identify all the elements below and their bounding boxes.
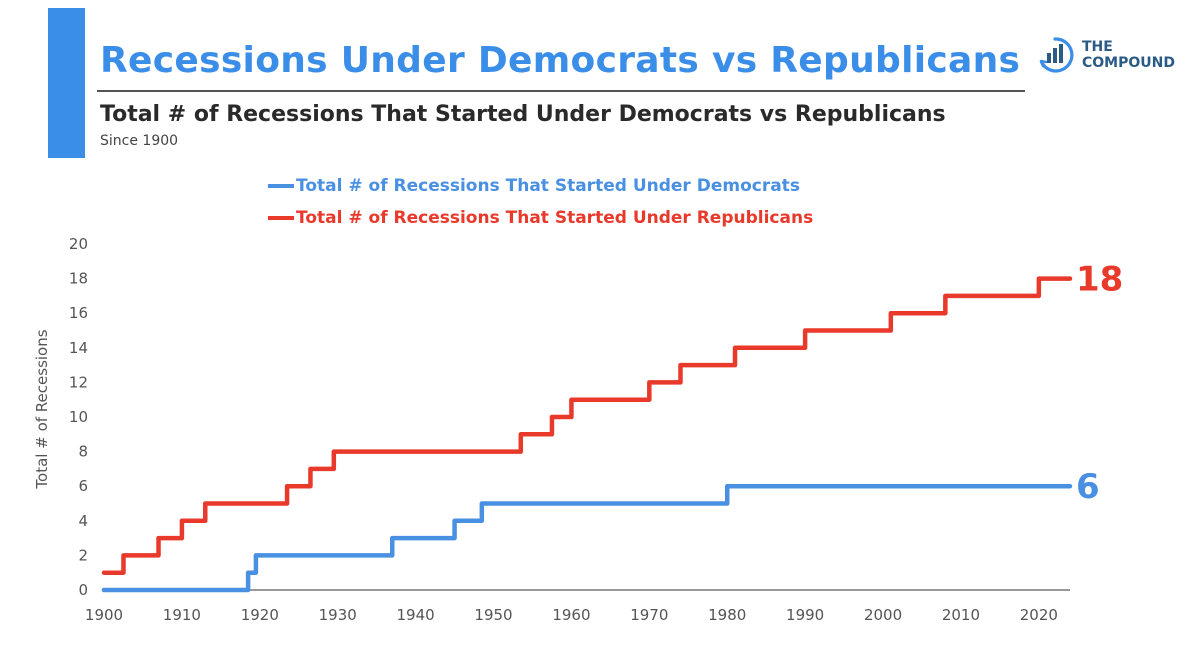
y-tick-label: 10 [69,408,88,426]
header-accent-bar [48,8,85,158]
legend-swatch-republicans [268,216,294,220]
x-tick-label: 2000 [864,606,902,624]
x-tick-label: 2020 [1020,606,1058,624]
y-tick-label: 0 [78,581,88,599]
x-tick-label: 1910 [163,606,201,624]
page-title: Recessions Under Democrats vs Republican… [100,40,1021,81]
legend-swatch-democrats [268,184,294,188]
y-tick-label: 2 [78,546,88,564]
y-tick-label: 16 [69,304,88,322]
end-value-label-democrats: 6 [1076,467,1100,507]
x-tick-label: 1970 [630,606,668,624]
legend-label-democrats: Total # of Recessions That Started Under… [296,176,800,196]
bar-chart-circle-icon [1039,37,1074,73]
y-tick-label: 14 [69,339,88,357]
y-tick-label: 20 [69,235,88,253]
logo-line-2: COMPOUND [1082,55,1175,71]
logo-text: THE COMPOUND [1082,39,1175,71]
end-value-label-republicans: 18 [1076,260,1123,300]
the-compound-logo: THE COMPOUND [1036,36,1175,74]
y-tick-label: 4 [78,512,88,530]
chart-since-note: Since 1900 [100,133,179,149]
legend-label-republicans: Total # of Recessions That Started Under… [296,208,814,228]
y-tick-label: 8 [78,443,88,461]
legend-item-republicans: Total # of Recessions That Started Under… [268,202,813,234]
title-divider [97,90,1025,92]
y-tick-label: 18 [69,270,88,288]
x-tick-label: 1950 [474,606,512,624]
x-tick-label: 1900 [85,606,123,624]
x-tick-label: 1940 [397,606,435,624]
series-line-republicans [101,276,1073,575]
x-tick-label: 1980 [708,606,746,624]
chart-subtitle: Total # of Recessions That Started Under… [100,102,946,127]
x-tick-label: 1920 [241,606,279,624]
x-tick-label: 1990 [786,606,824,624]
logo-line-1: THE [1082,39,1113,55]
y-tick-label: 12 [69,373,88,391]
y-tick-label: 6 [78,477,88,495]
x-tick-label: 2010 [942,606,980,624]
legend-item-democrats: Total # of Recessions That Started Under… [268,170,813,202]
x-tick-label: 1960 [552,606,590,624]
x-tick-label: 1930 [319,606,357,624]
chart-legend: Total # of Recessions That Started Under… [268,170,813,234]
series-line-democrats [101,483,1073,593]
